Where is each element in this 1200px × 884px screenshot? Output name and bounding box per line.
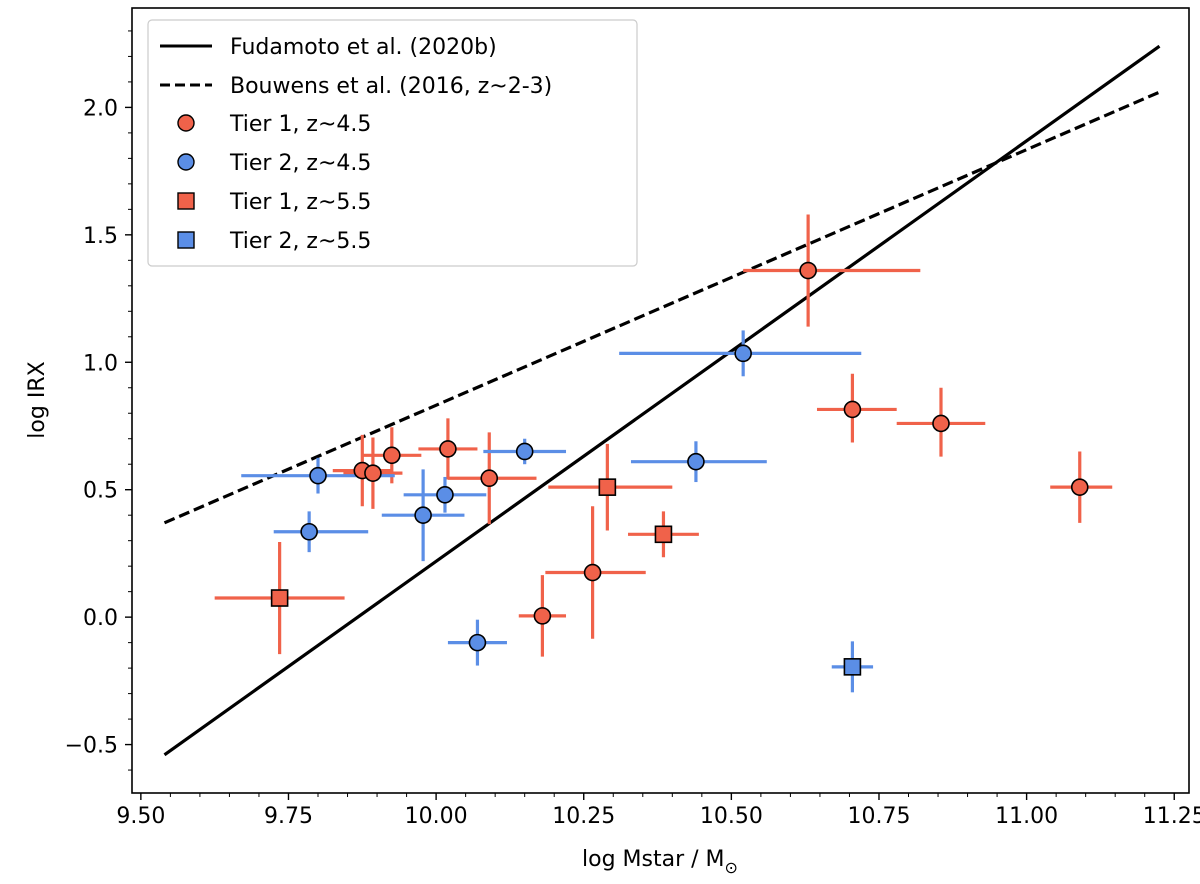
data-point-tier-1-z-4-5 — [843, 400, 862, 419]
y-axis-label: log IRX — [25, 361, 50, 438]
legend-label-tier2-z55: Tier 2, z~5.5 — [229, 229, 371, 254]
legend-label-bouwens: Bouwens et al. (2016, z~2-3) — [230, 74, 552, 99]
y-tick-label: 1.0 — [83, 351, 118, 376]
data-point-tier-1-z-4-5 — [583, 563, 602, 582]
y-tick-label: 1.5 — [83, 224, 118, 249]
x-tick-label: 11.00 — [995, 804, 1058, 829]
legend: Fudamoto et al. (2020b) Bouwens et al. (… — [147, 19, 638, 267]
data-point-tier-1-z-4-5 — [480, 469, 499, 488]
legend-swatch-tier2-z55 — [177, 231, 195, 249]
data-point-tier-1-z-4-5 — [383, 446, 401, 465]
plot-area — [163, 44, 1161, 757]
data-point-tier-2-z-4-5 — [468, 633, 487, 652]
x-tick-label: 10.00 — [405, 804, 468, 829]
data-point-tier-1-z-4-5 — [533, 607, 552, 625]
data-point-tier-2-z-4-5 — [436, 486, 454, 504]
major-ticks — [125, 106, 1175, 800]
y-tick-label: −0.5 — [65, 734, 118, 759]
x-tick-label: 9.50 — [116, 804, 165, 829]
legend-box — [147, 19, 638, 267]
legend-label-tier1-z55: Tier 1, z~5.5 — [229, 190, 371, 215]
x-tick-labels: 9.50 9.75 10.00 10.25 10.50 10.75 11.00 11.25 — [116, 804, 1200, 829]
data-point-tier-1-z-5-5 — [598, 478, 617, 496]
y-tick-label: 2.0 — [83, 96, 118, 121]
legend-swatch-tier1-z45 — [177, 114, 195, 132]
x-tick-label: 9.75 — [264, 804, 313, 829]
x-tick-label: 10.25 — [552, 804, 615, 829]
data-point-tier-1-z-5-5 — [654, 525, 673, 544]
y-tick-labels: −0.5 0.0 0.5 1.0 1.5 2.0 — [65, 96, 118, 758]
data-point-tier-1-z-5-5 — [270, 589, 289, 607]
data-point-tier-1-z-4-5 — [439, 440, 457, 458]
trend-lines — [163, 44, 1161, 757]
legend-swatch-tier1-z55 — [177, 192, 195, 210]
x-tick-label: 11.25 — [1143, 804, 1200, 829]
data-point-tier-1-z-4-5 — [799, 261, 817, 280]
plot-frame — [131, 7, 1190, 794]
data-point-tier-2-z-5-5 — [843, 658, 862, 676]
legend-swatch-tier2-z45 — [177, 153, 195, 171]
bouwens-relation-line — [163, 90, 1161, 525]
y-tick-label: 0.0 — [83, 606, 118, 631]
data-point-tier-1-z-4-5 — [932, 414, 950, 433]
legend-label-tier1-z45: Tier 1, z~4.5 — [229, 112, 371, 137]
data-point-tier-1-z-4-5 — [1070, 478, 1089, 496]
data-point-tier-2-z-4-5 — [414, 506, 432, 524]
data-point-tier-2-z-4-5 — [309, 466, 327, 485]
y-tick-label: 0.5 — [83, 479, 118, 504]
data-point-tier-2-z-4-5 — [515, 442, 534, 461]
data-point-tier-2-z-4-5 — [300, 522, 318, 541]
legend-label-fudamoto: Fudamoto et al. (2020b) — [230, 35, 497, 60]
data-point-tier-2-z-4-5 — [687, 452, 705, 471]
x-axis-label: log Mstar / M⊙ — [582, 847, 738, 877]
data-point-tier-2-z-4-5 — [734, 344, 752, 363]
data-point-tier-1-z-4-5 — [364, 464, 382, 482]
legend-label-tier2-z45: Tier 2, z~4.5 — [229, 151, 371, 176]
x-tick-label: 10.75 — [847, 804, 910, 829]
data-markers — [270, 261, 1089, 676]
x-tick-label: 10.50 — [700, 804, 763, 829]
